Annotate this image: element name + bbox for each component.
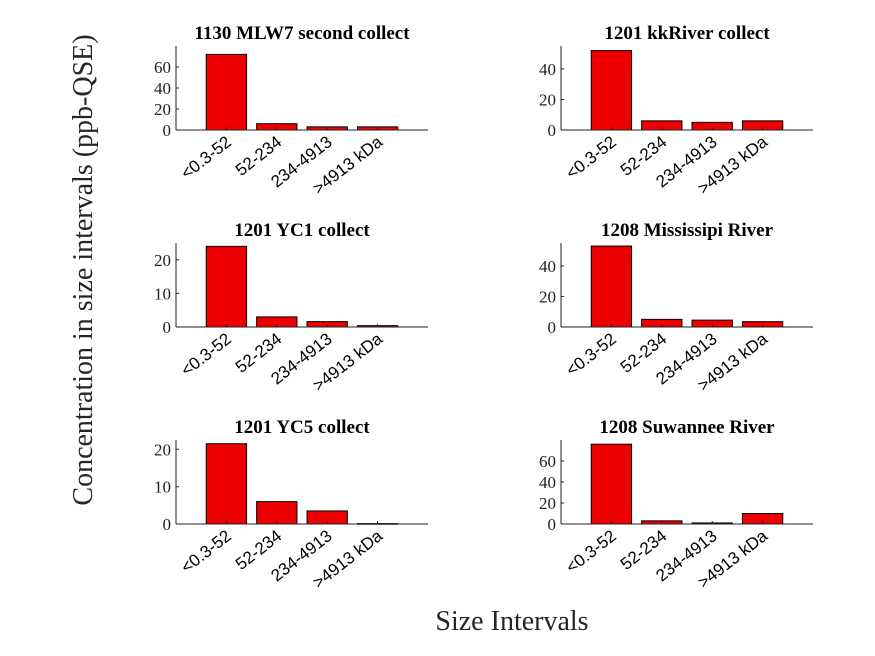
subplot-grid: 1130 MLW7 second collect0204060<0.3-5252… (154, 23, 813, 592)
y-tick-label: 0 (548, 318, 557, 337)
y-tick-label: 60 (154, 58, 171, 77)
subplot-title: 1208 Suwannee River (599, 417, 775, 438)
subplot-6: 1208 Suwannee River0204060<0.3-5252-2342… (539, 417, 813, 592)
subplot-title: 1130 MLW7 second collect (194, 23, 410, 44)
y-tick-label: 0 (548, 515, 557, 534)
y-tick-label: 60 (539, 452, 556, 471)
subplot-5: 1201 YC5 collect01020<0.3-5252-234234-49… (154, 417, 428, 592)
y-tick-label: 40 (154, 79, 171, 98)
y-axis-label: Concentration in size intervals (ppb-QSE… (68, 34, 99, 505)
subplot-title: 1201 YC5 collect (234, 417, 370, 438)
y-tick-label: 40 (539, 60, 556, 79)
y-tick-label: 20 (154, 100, 171, 119)
x-tick-label: <0.3-52 (562, 526, 620, 577)
subplot-title: 1201 YC1 collect (234, 220, 370, 241)
subplot-2: 1201 kkRiver collect02040<0.3-5252-23423… (539, 23, 813, 198)
y-tick-label: 10 (154, 478, 171, 497)
y-tick-label: 0 (163, 318, 172, 337)
bar (590, 50, 633, 131)
subplot-title: 1201 kkRiver collect (604, 23, 770, 44)
x-tick-label: <0.3-52 (562, 132, 620, 183)
subplot-1: 1130 MLW7 second collect0204060<0.3-5252… (154, 23, 428, 198)
subplot-4: 1208 Mississipi River02040<0.3-5252-2342… (539, 220, 813, 395)
y-tick-label: 20 (539, 494, 556, 513)
bar (205, 53, 248, 131)
y-tick-label: 20 (539, 287, 556, 306)
y-tick-label: 20 (154, 440, 171, 459)
x-tick-label: <0.3-52 (177, 329, 235, 380)
y-tick-label: 10 (154, 284, 171, 303)
y-tick-label: 20 (539, 90, 556, 109)
y-tick-label: 0 (548, 121, 557, 140)
y-tick-label: 0 (163, 121, 172, 140)
bar (205, 443, 248, 525)
y-tick-label: 0 (163, 515, 172, 534)
y-tick-label: 40 (539, 473, 556, 492)
bar (205, 245, 248, 328)
bar (590, 443, 633, 525)
x-tick-label: <0.3-52 (177, 132, 235, 183)
x-tick-label: <0.3-52 (562, 329, 620, 380)
subplot-title: 1208 Mississipi River (601, 220, 774, 241)
y-tick-label: 40 (539, 257, 556, 276)
bar (256, 501, 298, 525)
x-axis-label: Size Intervals (435, 606, 588, 637)
subplot-3: 1201 YC1 collect01020<0.3-5252-234234-49… (154, 220, 428, 395)
bar (590, 245, 633, 328)
x-tick-label: <0.3-52 (177, 526, 235, 577)
y-tick-label: 20 (154, 251, 171, 270)
